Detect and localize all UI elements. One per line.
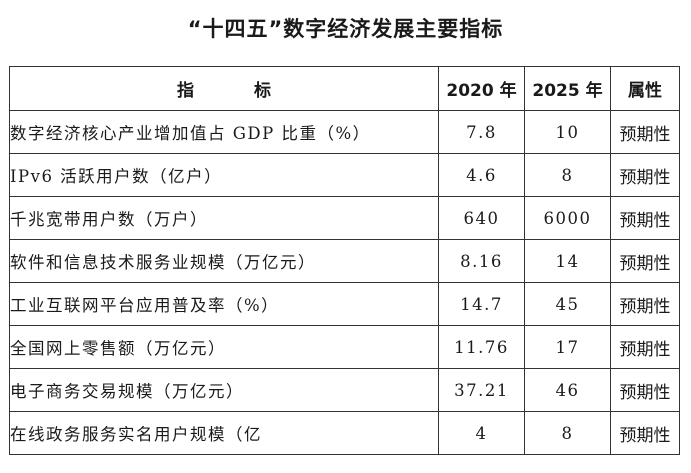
value-2020: 11.76 xyxy=(438,325,525,369)
value-2020: 4 xyxy=(438,411,525,455)
indicator-name: 全国网上零售额（万亿元） xyxy=(9,325,439,369)
value-2025: 8 xyxy=(524,153,611,197)
indicator-name: IPv6 活跃用户数（亿户） xyxy=(9,153,439,197)
indicator-attribute: 预期性 xyxy=(610,239,680,283)
table-row: 在线政务服务实名用户规模（亿 4 8 预期性 xyxy=(9,411,680,455)
page-title: “十四五”数字经济发展主要指标 xyxy=(187,17,504,41)
header-2025: 2025 年 xyxy=(524,66,611,111)
value-2020: 7.8 xyxy=(438,110,525,154)
indicator-attribute: 预期性 xyxy=(610,282,680,326)
table-row: 千兆宽带用户数（万户） 640 6000 预期性 xyxy=(9,196,680,240)
header-indicator: 指标 xyxy=(9,66,439,111)
value-2025: 45 xyxy=(524,282,611,326)
indicator-name: 数字经济核心产业增加值占 GDP 比重（%） xyxy=(9,110,439,154)
value-2020: 14.7 xyxy=(438,282,525,326)
indicator-name: 千兆宽带用户数（万户） xyxy=(9,196,439,240)
value-2025: 14 xyxy=(524,239,611,283)
indicator-name: 软件和信息技术服务业规模（万亿元） xyxy=(9,239,439,283)
value-2025: 17 xyxy=(524,325,611,369)
value-2025: 6000 xyxy=(524,196,611,240)
value-2020: 37.21 xyxy=(438,368,525,412)
value-2020: 640 xyxy=(438,196,525,240)
table-row: 工业互联网平台应用普及率（%） 14.7 45 预期性 xyxy=(9,282,680,326)
value-2020: 8.16 xyxy=(438,239,525,283)
value-2025: 8 xyxy=(524,411,611,455)
indicator-attribute: 预期性 xyxy=(610,411,680,455)
table-row: 软件和信息技术服务业规模（万亿元） 8.16 14 预期性 xyxy=(9,239,680,283)
indicator-name: 工业互联网平台应用普及率（%） xyxy=(9,282,439,326)
indicator-attribute: 预期性 xyxy=(610,196,680,240)
indicator-attribute: 预期性 xyxy=(610,368,680,412)
table-row: 电子商务交易规模（万亿元） 37.21 46 预期性 xyxy=(9,368,680,412)
table-row: IPv6 活跃用户数（亿户） 4.6 8 预期性 xyxy=(9,153,680,197)
indicator-name: 在线政务服务实名用户规模（亿 xyxy=(9,411,439,455)
value-2025: 10 xyxy=(524,110,611,154)
header-2020: 2020 年 xyxy=(438,66,525,111)
indicators-table: 指标 2020 年 2025 年 属性 数字经济核心产业增加值占 GDP 比重（… xyxy=(9,66,680,455)
indicator-attribute: 预期性 xyxy=(610,153,680,197)
indicator-attribute: 预期性 xyxy=(610,325,680,369)
table-header-row: 指标 2020 年 2025 年 属性 xyxy=(9,66,680,111)
header-attribute: 属性 xyxy=(610,66,680,111)
value-2020: 4.6 xyxy=(438,153,525,197)
table-row: 全国网上零售额（万亿元） 11.76 17 预期性 xyxy=(9,325,680,369)
indicator-attribute: 预期性 xyxy=(610,110,680,154)
indicator-name: 电子商务交易规模（万亿元） xyxy=(9,368,439,412)
value-2025: 46 xyxy=(524,368,611,412)
table-row: 数字经济核心产业增加值占 GDP 比重（%） 7.8 10 预期性 xyxy=(9,110,680,154)
